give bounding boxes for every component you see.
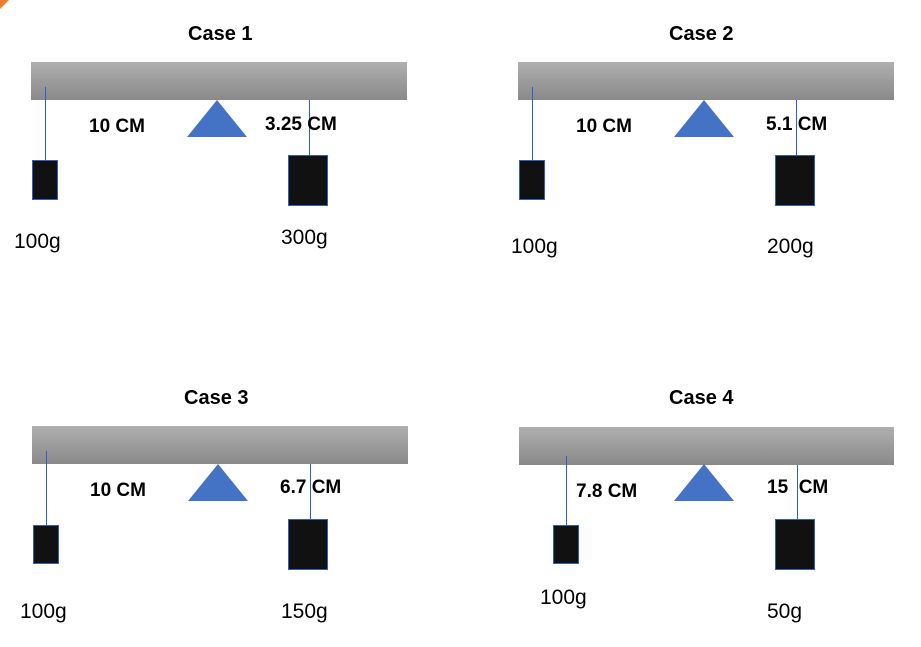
case-title: Case 3: [184, 387, 249, 409]
right-mass-label: 300g: [281, 226, 328, 249]
left-distance-label: 10 CM: [89, 116, 145, 137]
right-distance-label: 3.25 CM: [265, 114, 337, 135]
left-mass-label: 100g: [511, 235, 558, 258]
right-mass-label: 200g: [767, 235, 814, 258]
right-weight: [288, 155, 328, 206]
left-distance-label: 7.8 CM: [576, 481, 638, 502]
right-distance-label: 6.7 CM: [280, 477, 342, 498]
right-weight: [775, 155, 815, 206]
right-string: [796, 100, 797, 156]
right-weight: [775, 519, 815, 570]
left-string: [566, 456, 567, 526]
case-4-diagram: Case 4 7.8 CM 15 CM 100g 50g: [487, 364, 907, 624]
left-distance-label: 10 CM: [576, 116, 632, 137]
left-mass-label: 100g: [20, 600, 67, 623]
fulcrum-triangle: [674, 100, 734, 137]
fulcrum-triangle: [188, 464, 248, 501]
right-string: [797, 465, 798, 520]
right-mass-label: 150g: [281, 600, 328, 623]
case-title: Case 2: [669, 23, 734, 45]
right-weight: [288, 519, 328, 570]
case-title: Case 4: [669, 387, 734, 409]
left-string: [532, 87, 533, 161]
right-string: [309, 100, 310, 156]
lever-beam: [518, 62, 894, 100]
case-title: Case 1: [188, 23, 253, 45]
right-string: [310, 464, 311, 520]
case-2-diagram: Case 2 10 CM 5.1 CM 100g 200g: [487, 0, 907, 260]
fulcrum-triangle: [674, 464, 734, 501]
left-mass-label: 100g: [14, 230, 61, 253]
left-string: [45, 87, 46, 161]
left-weight: [553, 525, 579, 564]
lever-beam: [32, 426, 408, 464]
left-mass-label: 100g: [540, 586, 587, 609]
case-3-diagram: Case 3 10 CM 6.7 CM 100g 150g: [1, 364, 421, 624]
left-weight: [33, 525, 59, 564]
fulcrum-triangle: [187, 100, 247, 137]
right-distance-label: 5.1 CM: [766, 114, 828, 135]
left-distance-label: 10 CM: [90, 480, 146, 501]
corner-mark: [0, 0, 9, 9]
lever-beam: [519, 427, 894, 465]
left-weight: [32, 160, 58, 200]
left-weight: [519, 160, 545, 200]
case-1-diagram: Case 1 10 CM 3.25 CM 100g 300g: [0, 0, 420, 260]
right-distance-label: 15 CM: [767, 477, 829, 498]
lever-beam: [31, 62, 407, 100]
right-mass-label: 50g: [767, 600, 803, 623]
left-string: [46, 451, 47, 525]
